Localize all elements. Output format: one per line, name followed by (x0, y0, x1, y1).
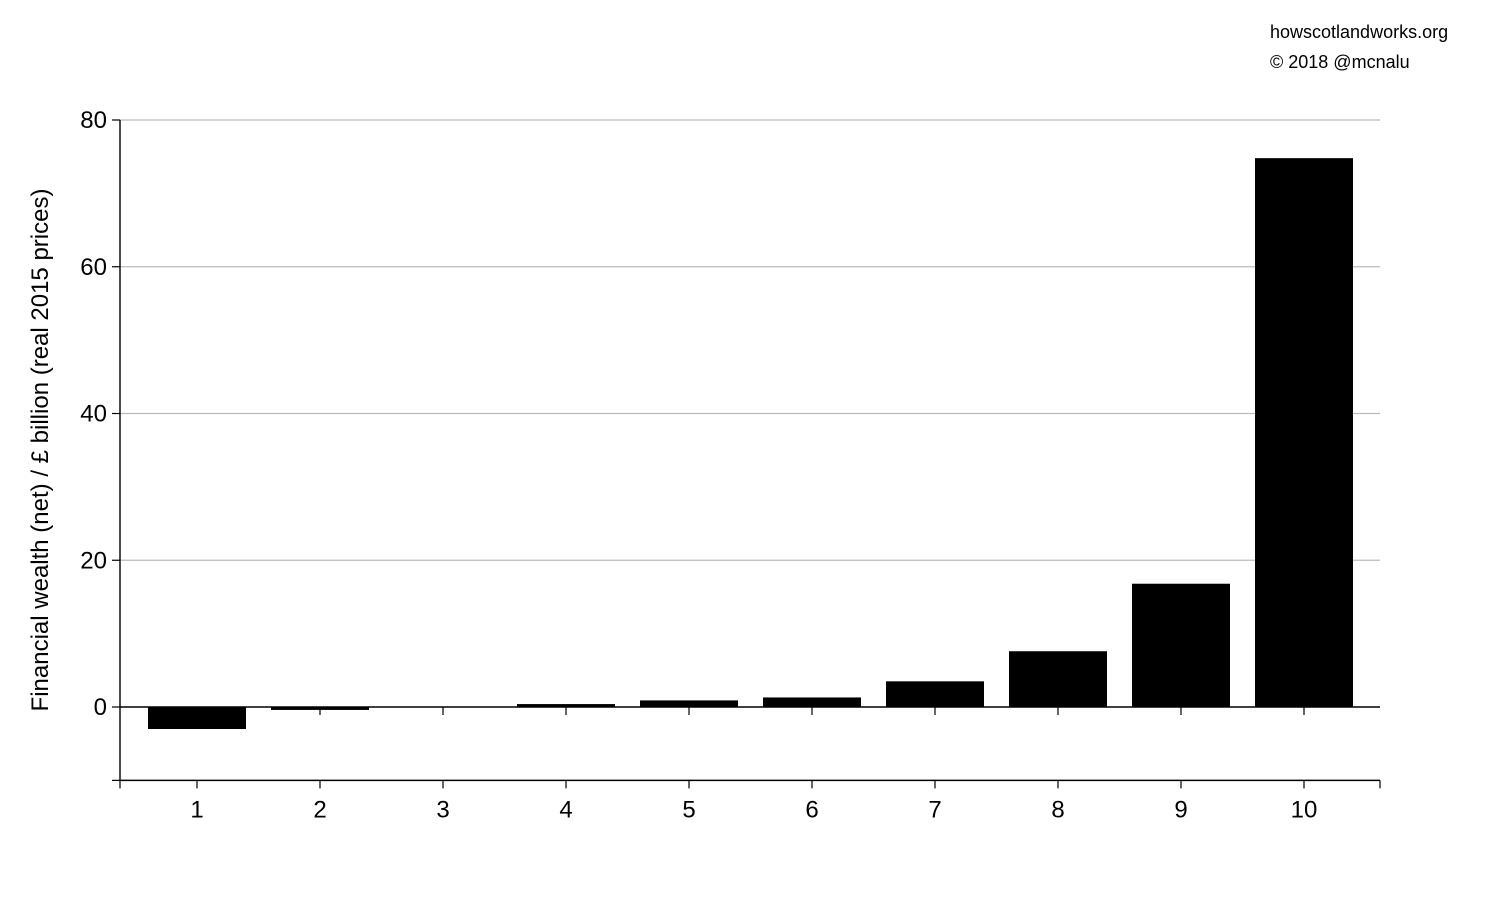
x-tick-label: 5 (682, 796, 695, 823)
grid-lines (120, 119, 1380, 561)
bar (763, 697, 861, 707)
y-tick-label: 20 (80, 547, 107, 574)
y-tick-label: 80 (80, 107, 107, 134)
y-axis-title: Financial wealth (net) / £ billion (real… (27, 189, 54, 712)
bar (886, 681, 984, 707)
x-tick-label: 2 (313, 796, 326, 823)
x-tick-label: 10 (1291, 796, 1318, 823)
y-tick-label: 0 (94, 694, 107, 721)
x-tick-label: 1 (190, 796, 203, 823)
y-tick-label: 60 (80, 254, 107, 281)
bar (1132, 583, 1230, 707)
y-tick-label: 40 (80, 401, 107, 428)
bar (1255, 158, 1353, 707)
credit-copyright: © 2018 @mcnalu (1270, 52, 1410, 72)
tick-labels: 0 20 40 60 80 1 2 3 4 5 6 7 8 9 10 (80, 107, 1317, 823)
x-tick-label: 7 (928, 796, 941, 823)
credit-site: howscotlandworks.org (1270, 22, 1449, 42)
x-tick-label: 3 (436, 796, 449, 823)
bar (1009, 651, 1107, 707)
bar (517, 704, 615, 707)
bar (148, 707, 246, 730)
x-tick-label: 9 (1174, 796, 1187, 823)
x-tick-label: 6 (805, 796, 818, 823)
bars (148, 158, 1353, 730)
x-tick-label: 8 (1051, 796, 1064, 823)
x-tick-label: 4 (559, 796, 572, 823)
axes (112, 119, 1381, 789)
bar (640, 700, 738, 707)
